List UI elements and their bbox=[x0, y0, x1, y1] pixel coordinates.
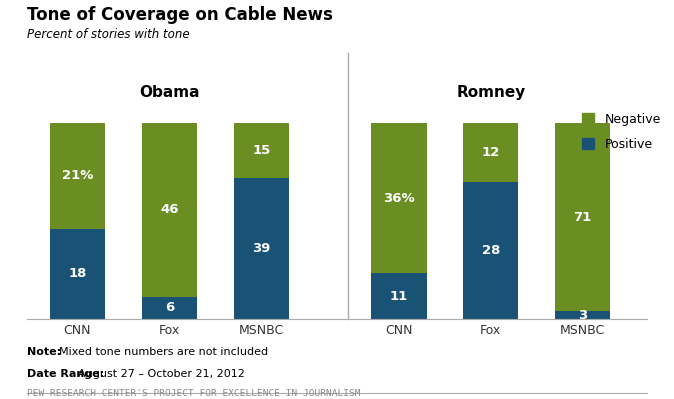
Text: 71: 71 bbox=[574, 211, 592, 224]
Bar bbox=[50, 229, 105, 319]
Text: 12: 12 bbox=[482, 146, 500, 159]
Bar bbox=[371, 273, 427, 319]
Bar bbox=[555, 123, 610, 311]
Text: 18: 18 bbox=[68, 267, 87, 280]
Text: Romney: Romney bbox=[456, 85, 526, 99]
Bar bbox=[142, 296, 197, 319]
Bar bbox=[50, 123, 105, 229]
Bar bbox=[463, 182, 518, 319]
Text: Note:: Note: bbox=[27, 347, 65, 357]
Text: 46: 46 bbox=[160, 203, 179, 216]
Bar bbox=[234, 178, 288, 319]
Text: 21%: 21% bbox=[62, 170, 93, 182]
Bar bbox=[371, 123, 427, 273]
Legend: Negative, Positive: Negative, Positive bbox=[582, 113, 661, 151]
Bar bbox=[234, 123, 288, 178]
Text: 11: 11 bbox=[390, 290, 408, 303]
Text: August 27 – October 21, 2012: August 27 – October 21, 2012 bbox=[78, 369, 245, 379]
Bar bbox=[555, 311, 610, 319]
Text: 3: 3 bbox=[578, 309, 587, 322]
Text: Obama: Obama bbox=[139, 85, 200, 99]
Text: 36%: 36% bbox=[384, 192, 415, 205]
Text: Percent of stories with tone: Percent of stories with tone bbox=[27, 28, 189, 41]
Text: Date Range:: Date Range: bbox=[27, 369, 108, 379]
Text: Tone of Coverage on Cable News: Tone of Coverage on Cable News bbox=[27, 6, 333, 24]
Text: 6: 6 bbox=[164, 301, 174, 314]
Text: 15: 15 bbox=[252, 144, 270, 157]
Text: PEW RESEARCH CENTER'S PROJECT FOR EXCELLENCE IN JOURNALISM: PEW RESEARCH CENTER'S PROJECT FOR EXCELL… bbox=[27, 389, 361, 398]
Bar bbox=[463, 123, 518, 182]
Text: Mixed tone numbers are not included: Mixed tone numbers are not included bbox=[59, 347, 268, 357]
Text: 28: 28 bbox=[482, 244, 500, 257]
Text: 39: 39 bbox=[252, 242, 270, 255]
Bar bbox=[142, 123, 197, 296]
